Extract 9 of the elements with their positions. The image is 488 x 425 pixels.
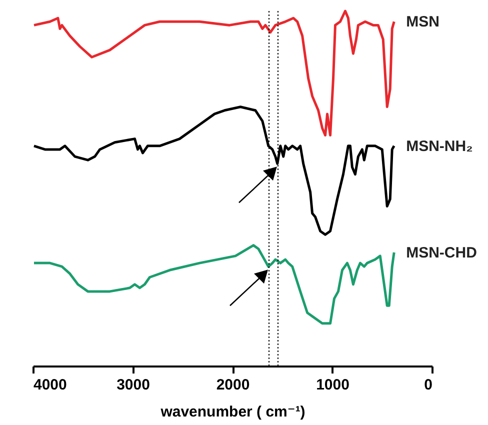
x-tick-label: 1000 <box>316 376 350 394</box>
series-label: MSN-CHD <box>406 244 478 262</box>
series-label: MSN <box>406 14 440 31</box>
x-tick-label: 0 <box>424 376 432 394</box>
x-tick-label: 4000 <box>34 376 67 394</box>
x-tick-label: 2000 <box>216 376 250 394</box>
x-axis-title: wavenumber ( cm⁻¹) <box>160 404 306 420</box>
x-tick-label: 3000 <box>116 376 150 394</box>
series-label: MSN-NH₂ <box>406 138 473 155</box>
